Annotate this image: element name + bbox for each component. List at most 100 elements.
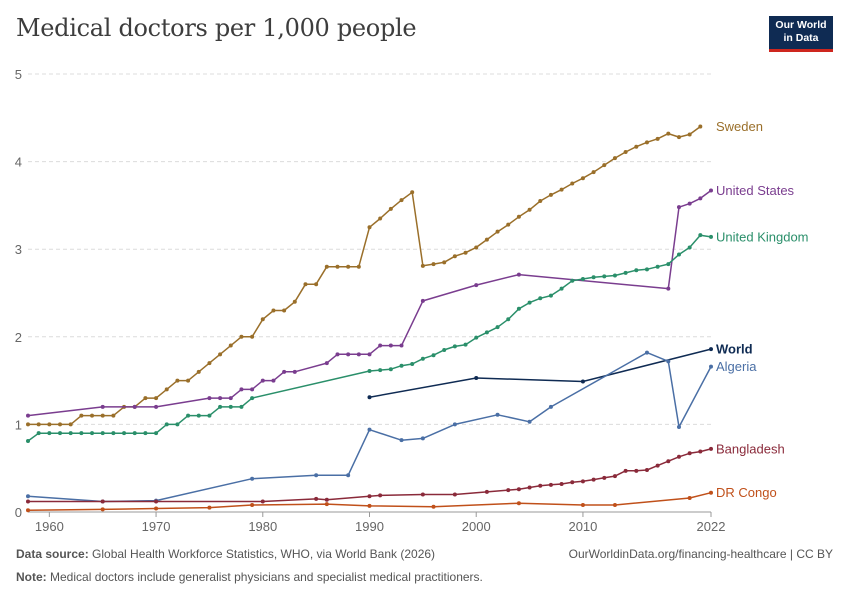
data-point-united-kingdom — [207, 413, 212, 418]
data-point-sweden — [634, 144, 639, 149]
data-point-bangladesh — [644, 467, 649, 472]
data-point-sweden — [260, 317, 265, 322]
data-point-united-states — [260, 378, 265, 383]
data-point-united-states — [474, 283, 479, 288]
note-label: Note: — [16, 570, 47, 584]
chart-note: Note: Medical doctors include generalist… — [16, 570, 483, 584]
data-point-world — [580, 379, 585, 384]
data-point-united-kingdom — [239, 404, 244, 409]
data-point-algeria — [26, 494, 30, 499]
series-line-bangladesh — [28, 448, 712, 503]
data-point-bangladesh — [367, 494, 372, 499]
data-point-bangladesh — [698, 449, 703, 454]
data-point-bangladesh — [666, 459, 671, 464]
series-label-algeria: Algeria — [716, 359, 757, 374]
data-point-sweden — [420, 263, 425, 268]
data-point-bangladesh — [452, 492, 457, 497]
owid-logo[interactable]: Our World in Data — [769, 16, 833, 52]
data-point-sweden — [666, 131, 671, 136]
data-source: Data source: Global Health Workforce Sta… — [16, 547, 435, 561]
data-point-sweden — [484, 237, 489, 242]
data-point-united-states — [26, 413, 30, 418]
data-point-sweden — [474, 245, 479, 250]
data-point-sweden — [36, 422, 41, 427]
data-point-bangladesh — [634, 468, 639, 473]
source-text: Global Health Workforce Statistics, WHO,… — [88, 547, 436, 561]
data-point-sweden — [602, 163, 607, 168]
data-point-sweden — [111, 413, 116, 418]
data-point-united-states — [100, 404, 105, 409]
page-title: Medical doctors per 1,000 people — [16, 14, 417, 42]
data-point-sweden — [548, 192, 553, 197]
data-point-algeria — [527, 419, 532, 424]
series-label-dr-congo: DR Congo — [716, 485, 777, 500]
data-point-dr-congo — [580, 502, 585, 507]
data-point-united-kingdom — [420, 356, 425, 361]
data-point-sweden — [207, 361, 212, 366]
data-point-sweden — [143, 396, 148, 401]
data-point-sweden — [271, 308, 276, 313]
data-point-united-kingdom — [602, 274, 607, 279]
data-point-sweden — [79, 413, 84, 418]
data-point-world — [367, 395, 372, 400]
data-point-united-kingdom — [196, 413, 201, 418]
data-point-sweden — [591, 170, 596, 175]
data-point-sweden — [292, 299, 297, 304]
series-line-world — [369, 348, 712, 398]
data-point-sweden — [239, 334, 244, 339]
data-point-united-kingdom — [175, 422, 180, 427]
data-point-bangladesh — [527, 485, 532, 490]
data-point-algeria — [250, 476, 255, 481]
data-point-united-states — [346, 352, 351, 357]
data-point-united-kingdom — [58, 431, 63, 436]
data-point-algeria — [666, 359, 671, 364]
data-point-united-states — [292, 369, 297, 374]
data-point-united-kingdom — [452, 344, 457, 349]
data-point-sweden — [58, 422, 63, 427]
data-point-bangladesh — [484, 489, 489, 494]
data-point-united-kingdom — [388, 367, 393, 372]
data-point-united-kingdom — [698, 233, 703, 238]
y-tick-label: 4 — [15, 155, 22, 170]
series-line-sweden — [28, 125, 701, 426]
data-point-united-kingdom — [431, 353, 436, 358]
x-tick-label: 2022 — [697, 519, 726, 534]
data-point-united-kingdom — [623, 270, 628, 275]
data-point-sweden — [655, 136, 660, 141]
data-point-algeria — [495, 412, 500, 417]
data-point-united-kingdom — [709, 234, 713, 239]
data-point-sweden — [559, 187, 564, 192]
data-point-united-states — [239, 387, 244, 392]
logo-line2: in Data — [783, 32, 819, 44]
data-point-algeria — [676, 425, 681, 430]
data-point-united-states — [709, 188, 713, 193]
data-point-united-kingdom — [538, 296, 543, 301]
data-point-sweden — [676, 135, 681, 140]
data-point-united-kingdom — [634, 268, 639, 273]
data-point-sweden — [580, 176, 585, 181]
data-point-sweden — [90, 413, 95, 418]
data-point-sweden — [26, 422, 30, 427]
data-point-sweden — [612, 156, 617, 161]
x-tick-label: 2000 — [462, 519, 491, 534]
data-point-dr-congo — [207, 505, 212, 510]
data-point-sweden — [346, 264, 351, 269]
data-point-sweden — [410, 190, 415, 195]
data-point-sweden — [378, 216, 383, 221]
data-point-sweden — [282, 308, 287, 313]
data-point-united-states — [207, 396, 212, 401]
data-point-sweden — [516, 214, 521, 219]
data-point-sweden — [335, 264, 340, 269]
data-point-dr-congo — [154, 506, 159, 511]
source-url[interactable]: OurWorldinData.org/financing-healthcare … — [568, 547, 833, 561]
data-point-bangladesh — [559, 481, 564, 486]
data-point-sweden — [324, 264, 329, 269]
data-point-bangladesh — [516, 487, 521, 492]
data-point-united-kingdom — [495, 325, 500, 330]
data-point-sweden — [698, 124, 703, 129]
data-point-united-kingdom — [612, 273, 617, 278]
data-point-world — [474, 375, 479, 380]
data-point-united-states — [399, 343, 404, 348]
data-point-bangladesh — [655, 463, 660, 468]
data-point-algeria — [367, 427, 372, 432]
